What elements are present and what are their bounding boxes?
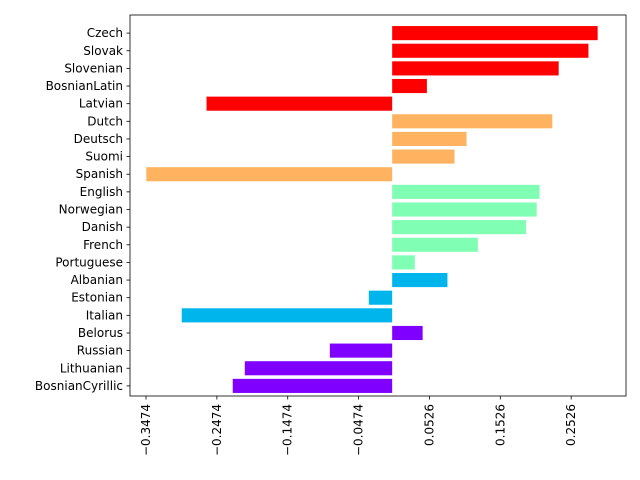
y-tick-label: Danish xyxy=(82,220,123,234)
bar-lithuanian xyxy=(244,361,393,376)
bar-estonian xyxy=(368,290,393,305)
plot-frame xyxy=(129,14,627,397)
y-tick-label: Belorus xyxy=(78,326,123,340)
bar-bosniancyrillic xyxy=(232,378,393,393)
bar-bosnianlatin xyxy=(392,78,427,94)
bar-french xyxy=(392,237,478,252)
y-tick-label: BosnianLatin xyxy=(46,79,123,93)
y-tick-label: BosnianCyrillic xyxy=(35,379,123,393)
y-tick-label: Norwegian xyxy=(59,203,123,217)
x-tick-label: −0.3474 xyxy=(139,404,153,456)
y-tick-label: Latvian xyxy=(79,97,123,111)
bar-spanish xyxy=(146,167,393,182)
x-tick-label: −0.1474 xyxy=(281,404,295,456)
y-tick-label: Spanish xyxy=(76,167,123,181)
y-tick-label: Russian xyxy=(77,344,123,358)
y-tick-label: Slovenian xyxy=(64,61,123,75)
bar-suomi xyxy=(392,149,455,164)
y-tick-label: Czech xyxy=(87,26,123,40)
y-tick-label: Lithuanian xyxy=(60,361,123,375)
y-tick-label: Portuguese xyxy=(55,255,123,269)
y-tick-label: English xyxy=(80,185,123,199)
bar-danish xyxy=(392,220,527,235)
y-tick-label: Estonian xyxy=(71,291,123,305)
bars xyxy=(146,26,598,393)
x-tick-label: −0.0474 xyxy=(352,404,366,456)
bar-italian xyxy=(181,308,393,323)
bar-deutsch xyxy=(392,131,467,146)
y-tick-label: Italian xyxy=(86,308,123,322)
x-tick-label: 0.0526 xyxy=(422,404,436,446)
x-tick-label: −0.2474 xyxy=(210,404,224,456)
bar-slovenian xyxy=(392,61,559,76)
y-tick-labels: Czech Slovak Slovenian BosnianLatin Latvian D… xyxy=(35,26,130,393)
y-tick-label: Slovak xyxy=(83,44,123,58)
x-tick-label: 0.2526 xyxy=(564,404,578,446)
bar-belorus xyxy=(392,325,423,341)
x-tick-label: 0.1526 xyxy=(493,404,507,446)
y-tick-label: Deutsch xyxy=(74,132,123,146)
bar-slovak xyxy=(392,43,589,58)
bar-portuguese xyxy=(392,255,415,270)
y-tick-label: French xyxy=(83,238,123,252)
y-tick-label: Suomi xyxy=(85,150,123,164)
bar-norwegian xyxy=(392,202,537,217)
bar-czech xyxy=(392,26,598,41)
bar-albanian xyxy=(392,273,448,288)
bar-russian xyxy=(329,343,393,358)
bar-latvian xyxy=(206,96,393,111)
y-tick-label: Dutch xyxy=(87,114,123,128)
bar-english xyxy=(392,184,540,199)
y-tick-label: Albanian xyxy=(71,273,123,287)
bar-dutch xyxy=(392,114,553,129)
x-ticks: −0.3474 −0.2474 −0.1474 −0.0474 0.0526 0.1526… xyxy=(139,396,578,456)
